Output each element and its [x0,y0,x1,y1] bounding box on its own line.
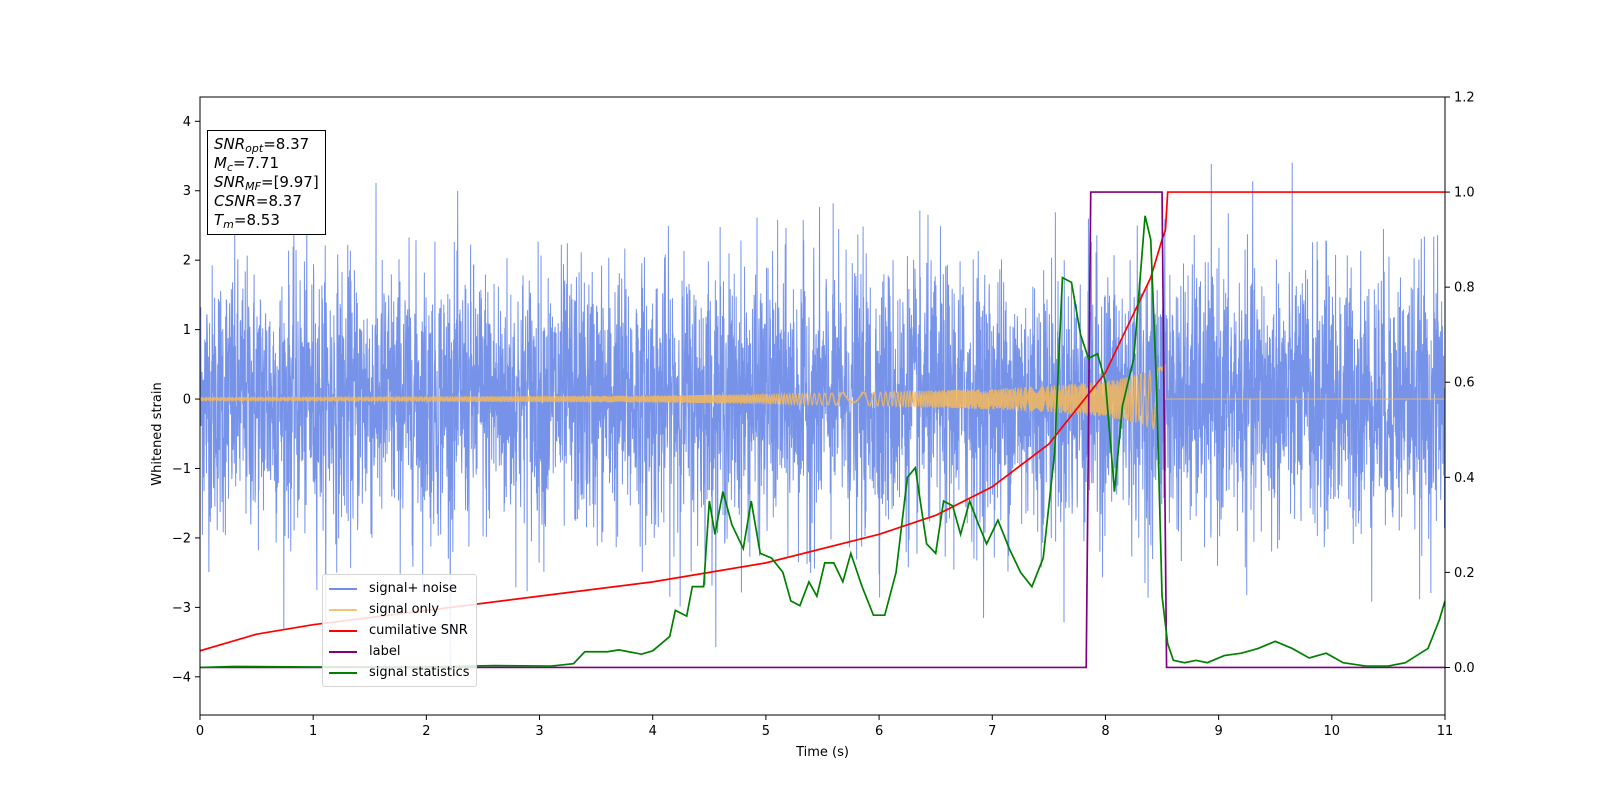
legend-entry: signal statistics [329,662,470,683]
legend-label: label [369,644,401,659]
info-snr-mf: SNRMF=[9.97] [214,173,319,193]
y-left-tick-label: −2 [172,531,191,546]
y-left-tick-label: −4 [172,670,191,685]
y-left-tick-label: 3 [183,184,191,199]
info-tm: Tm=8.53 [214,211,280,231]
plot-frame [199,96,1446,716]
y-right-tick-label: 0.6 [1454,376,1475,391]
axes: 0 1 2 3 4 5 6 7 8 9 10 11 −4 −3 −2 −1 0 1 2 3 4 0.0 0.2 0.4 0.6 0… [150,91,1475,761]
x-tick-label: 6 [875,724,883,739]
y-right-tick-label: 1.2 [1454,91,1475,106]
legend-entry: signal only [329,599,470,620]
y-left-tick-label: 2 [183,254,191,269]
legend-swatch [329,629,357,632]
x-tick-label: 7 [988,724,996,739]
legend-swatch [329,608,357,611]
y-left-tick-label: 4 [183,115,191,130]
legend-entry: signal+ noise [329,578,470,599]
y-left-tick-label: −1 [172,462,191,477]
series-signal-noise [200,162,1445,665]
x-tick-label: 0 [196,724,204,739]
legend-swatch [329,671,357,674]
x-tick-label: 11 [1437,724,1454,739]
y-right-tick-label: 0.0 [1454,661,1475,676]
x-tick-label: 10 [1324,724,1341,739]
series-signal-statistics [200,215,1445,669]
legend-entry: cumilative SNR [329,620,470,641]
y-left-tick-label: 0 [183,393,191,408]
legend-label: signal+ noise [369,581,458,596]
legend-label: signal only [369,602,440,617]
info-csnr: CSNR=8.37 [214,192,302,210]
info-box: SNRopt=8.37 Mc=7.71 SNRMF=[9.97] CSNR=8.… [207,130,326,235]
legend: signal+ noise signal only cumilative SNR la… [322,574,477,687]
y-right-tick-label: 0.8 [1454,281,1475,296]
y-right-tick-label: 0.4 [1454,471,1475,486]
y-left-tick-label: 1 [183,323,191,338]
x-axis-label: Time (s) [795,745,849,760]
series-signal-only [200,364,1445,430]
x-tick-label: 4 [649,724,657,739]
y-axis-label: Whitened strain [150,382,165,485]
x-tick-label: 3 [535,724,543,739]
x-tick-label: 5 [762,724,770,739]
legend-label: cumilative SNR [369,623,468,638]
x-tick-label: 1 [309,724,317,739]
info-snr-opt: SNRopt=8.37 [214,135,310,155]
series-label [200,191,1445,669]
legend-swatch [329,587,357,590]
y-right-tick-label: 0.2 [1454,566,1475,581]
legend-entry: label [329,641,470,662]
x-tick-label: 9 [1214,724,1222,739]
x-tick-label: 8 [1101,724,1109,739]
info-mc: Mc=7.71 [214,154,279,174]
y-left-tick-label: −3 [172,601,191,616]
legend-label: signal statistics [369,665,470,680]
x-tick-label: 2 [422,724,430,739]
y-right-tick-label: 1.0 [1454,186,1475,201]
legend-swatch [329,650,357,653]
